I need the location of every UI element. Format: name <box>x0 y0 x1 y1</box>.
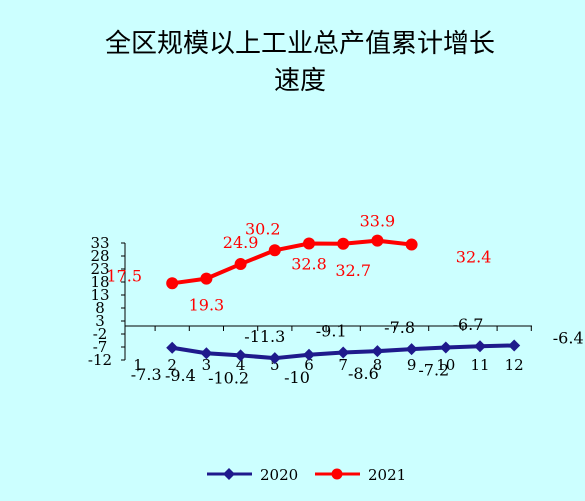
legend: 2020 2021 <box>207 466 406 484</box>
data-point-2020 <box>371 345 384 358</box>
legend-marker-2020 <box>223 468 235 480</box>
y-tick-label: 23 <box>90 260 109 278</box>
y-tick-label: -7 <box>93 338 108 356</box>
data-point-2020 <box>439 341 452 354</box>
x-tick-label: 7 <box>338 356 348 374</box>
data-point-2020 <box>234 349 247 362</box>
data-label-2020: -10 <box>284 368 310 387</box>
data-label-2021: 32.8 <box>291 255 327 274</box>
data-point-2020 <box>474 340 486 353</box>
data-point-2020 <box>303 348 315 361</box>
data-label-2020: -7.3 <box>131 365 162 384</box>
data-label-2021: 19.3 <box>189 296 225 315</box>
legend-item-2021: 2021 <box>315 466 406 484</box>
x-tick-label: 12 <box>505 356 524 374</box>
x-axis-ticks: 1 2 3 4 5 6 7 8 9 10 11 12 <box>133 326 532 374</box>
data-point-2021 <box>234 258 247 271</box>
data-label-2021: 17.5 <box>106 266 142 285</box>
x-tick-label: 3 <box>202 356 212 374</box>
data-label-2020: -9.1 <box>316 321 347 340</box>
chart-title-line-2: 速度 <box>274 66 326 96</box>
data-point-2021 <box>371 234 384 247</box>
data-point-2020 <box>200 347 213 360</box>
data-point-2020 <box>337 346 350 359</box>
x-tick-label: 9 <box>407 356 417 374</box>
data-point-2021 <box>268 244 281 257</box>
data-point-2021 <box>405 238 418 251</box>
y-tick-label: 3 <box>95 312 105 330</box>
data-label-2020: -6.4 <box>553 328 584 347</box>
data-label-2020: -7.2 <box>418 361 449 380</box>
data-label-2020: -8.6 <box>348 364 379 383</box>
legend-marker-2021 <box>331 468 343 480</box>
y-tick-label: -12 <box>88 351 112 369</box>
y-tick-label: 13 <box>90 286 109 304</box>
x-tick-label: 5 <box>270 356 280 374</box>
data-label-2020: -10.2 <box>208 368 249 387</box>
data-label-2020: -9.4 <box>165 366 196 385</box>
data-point-2021 <box>200 272 213 285</box>
x-tick-label: 1 <box>133 356 143 374</box>
data-label-2020: -6.7 <box>453 315 484 334</box>
data-point-2020 <box>166 341 179 354</box>
data-label-2020: -7.8 <box>384 318 415 337</box>
x-tick-label: 4 <box>236 356 246 374</box>
legend-label-2021: 2021 <box>368 466 406 484</box>
data-point-2021 <box>166 277 179 290</box>
y-tick-label: -2 <box>93 325 108 343</box>
x-tick-label: 2 <box>167 356 177 374</box>
x-tick-label: 10 <box>436 356 455 374</box>
data-label-2021: 33.9 <box>360 212 396 231</box>
legend-item-2020: 2020 <box>207 466 298 484</box>
data-label-2021: 32.7 <box>335 261 371 280</box>
chart-title-line-1: 全区规模以上工业总产值累计增长 <box>105 29 495 59</box>
data-point-2020 <box>268 352 281 365</box>
data-label-layer: -7.3 -9.4 -10.2 -11.3 -10 -9.1 -8.6 -7.8 -7.2 -6.… <box>106 212 583 388</box>
y-tick-label: 28 <box>90 247 109 265</box>
data-point-2021 <box>337 237 350 250</box>
data-label-2021: 24.9 <box>223 233 259 252</box>
x-tick-label: 11 <box>470 356 489 374</box>
data-label-2021: 32.4 <box>456 248 492 267</box>
data-point-2020 <box>405 343 418 356</box>
y-tick-label: 8 <box>95 299 105 317</box>
x-tick-label: 8 <box>373 356 383 374</box>
data-label-2020: -11.3 <box>244 327 285 346</box>
data-point-2020 <box>508 339 521 352</box>
data-point-2021 <box>303 237 315 250</box>
series-layer <box>166 234 521 365</box>
y-tick-label: 18 <box>90 273 109 291</box>
x-tick-label: 6 <box>304 356 314 374</box>
legend-label-2020: 2020 <box>260 466 298 484</box>
data-label-2021: 30.2 <box>245 219 281 238</box>
y-tick-label: 33 <box>90 234 109 252</box>
